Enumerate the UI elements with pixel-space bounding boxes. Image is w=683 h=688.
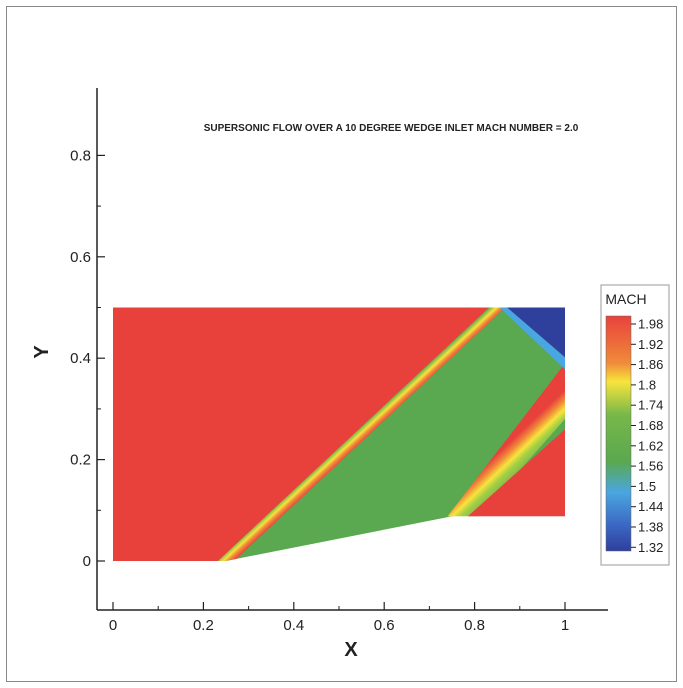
y-tick-label: 0.2 <box>70 452 91 469</box>
x-tick-label: 0.8 <box>464 617 485 634</box>
x-tick-label: 0 <box>109 617 117 634</box>
x-tick-label: 1 <box>561 617 569 634</box>
colorbar-label: 1.62 <box>638 438 663 453</box>
colorbar-label: 1.5 <box>638 479 656 494</box>
colorbar-label: 1.8 <box>638 377 656 392</box>
post-expansion-region <box>467 429 565 517</box>
reflected-shock-band <box>499 307 565 370</box>
colorbar-label: 1.86 <box>638 357 663 372</box>
y-tick-label: 0.6 <box>70 249 91 266</box>
colorbar-label: 1.38 <box>638 520 663 535</box>
colorbar-label: 1.32 <box>638 540 663 555</box>
x-tick-label: 0.6 <box>374 617 395 634</box>
colorbar-labels: 1.98 1.92 1.86 1.8 1.74 1.68 1.62 1.56 1.5 1.44 1.… <box>631 317 663 555</box>
y-axis-title: Y <box>31 345 53 359</box>
y-ticks: 0 0.2 0.4 0.6 0.8 <box>70 147 105 570</box>
colorbar-label: 1.92 <box>638 337 663 352</box>
legend-title: MACH <box>605 291 646 307</box>
oblique-shock-band <box>217 307 506 561</box>
x-ticks: 0 0.2 0.4 0.6 0.8 1 <box>109 602 569 634</box>
x-tick-label: 0.2 <box>193 617 214 634</box>
colorbar-label: 1.56 <box>638 459 663 474</box>
colorbar-label: 1.68 <box>638 418 663 433</box>
freestream-region <box>113 307 498 561</box>
y-tick-label: 0 <box>83 553 91 570</box>
mach-field <box>113 307 565 561</box>
colorbar-label: 1.44 <box>638 499 663 514</box>
plot-title: SUPERSONIC FLOW OVER A 10 DEGREE WEDGE I… <box>204 123 579 134</box>
colorbar-label: 1.98 <box>638 317 663 332</box>
colorbar-legend: MACH 1.981.921.861.81.741.681.621.561.51… <box>600 284 670 566</box>
colorbar <box>605 315 632 552</box>
axes: 0 0.2 0.4 0.6 0.8 1 0 0.2 0.4 0.6 0.8 <box>70 88 608 634</box>
y-tick-label: 0.8 <box>70 147 91 164</box>
y-tick-label: 0.4 <box>70 350 91 367</box>
colorbar-label: 1.74 <box>638 398 663 413</box>
expansion-fan-region <box>447 363 565 517</box>
x-axis-title: X <box>344 639 358 661</box>
x-tick-label: 0.4 <box>283 617 304 634</box>
